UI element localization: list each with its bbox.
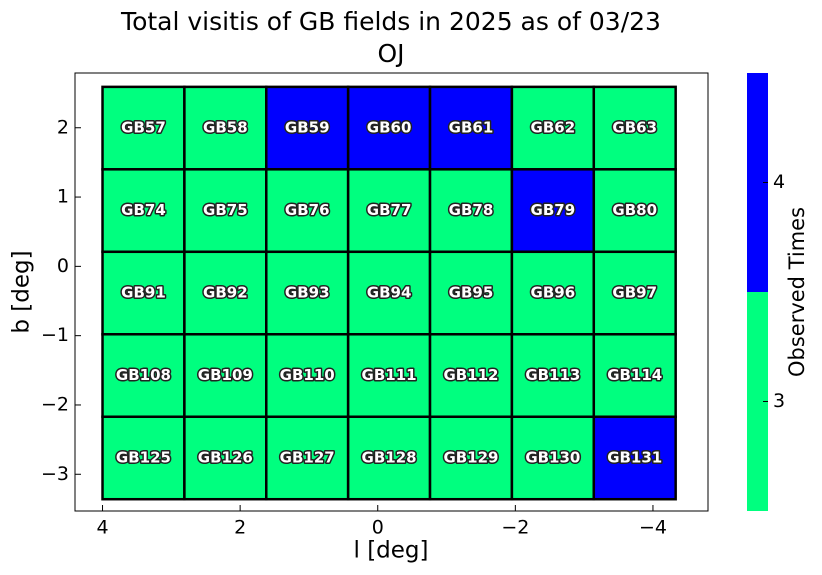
field-cell — [265, 168, 350, 254]
field-label: GB94 — [367, 284, 412, 302]
field-label: GB79 — [531, 201, 576, 219]
y-tick-label: 0 — [57, 255, 69, 277]
field-label: GB78 — [449, 201, 494, 219]
y-tick-label: −2 — [41, 393, 69, 415]
field-label: GB61 — [449, 119, 494, 137]
field-cell — [101, 415, 186, 501]
colorbar-tick-label: 3 — [773, 390, 785, 412]
field-label: GB91 — [121, 284, 166, 302]
field-cell — [428, 168, 514, 254]
field-cell — [183, 168, 268, 254]
field-label: GB114 — [607, 366, 662, 384]
x-tick-label: −2 — [501, 517, 529, 539]
field-label: GB97 — [612, 284, 657, 302]
field-label: GB62 — [531, 119, 576, 137]
field-label: GB75 — [203, 201, 248, 219]
field-cell — [428, 250, 514, 336]
y-tick-label: 2 — [57, 116, 69, 138]
field-cell — [101, 168, 186, 254]
field-label: GB96 — [531, 284, 576, 302]
field-label: GB93 — [285, 284, 330, 302]
y-tick-label: 1 — [57, 186, 69, 208]
field-label: GB110 — [280, 366, 335, 384]
y-tick-label: −3 — [41, 463, 69, 485]
field-label: GB125 — [116, 448, 171, 466]
x-tick-label: 0 — [372, 517, 384, 539]
field-label: GB95 — [449, 284, 494, 302]
field-cell — [346, 333, 432, 418]
field-cell — [183, 415, 268, 501]
colorbar-label: Observed Times — [785, 207, 809, 377]
field-label: GB126 — [198, 448, 253, 466]
field-cell — [510, 168, 596, 254]
field-cell — [265, 250, 350, 336]
field-label: GB77 — [367, 201, 412, 219]
field-label: GB60 — [367, 119, 412, 137]
field-cell — [183, 333, 268, 418]
field-label: GB74 — [121, 201, 166, 219]
field-label: GB128 — [362, 448, 417, 466]
colorbar-segment — [747, 73, 768, 292]
field-cell — [428, 333, 514, 418]
field-cell — [265, 333, 350, 418]
chart-subtitle: OJ — [377, 39, 404, 68]
field-cell — [592, 415, 677, 501]
field-label: GB130 — [525, 448, 580, 466]
field-label: GB59 — [285, 119, 330, 137]
field-cell — [101, 85, 186, 171]
field-cell — [265, 85, 350, 171]
field-label: GB109 — [198, 366, 253, 384]
field-cell — [592, 250, 677, 336]
x-tick-label: −4 — [639, 517, 667, 539]
x-axis-label: l [deg] — [354, 538, 429, 564]
field-cell — [183, 250, 268, 336]
field-label: GB76 — [285, 201, 330, 219]
field-label: GB111 — [362, 366, 417, 384]
field-label: GB108 — [116, 366, 171, 384]
field-cell — [265, 415, 350, 501]
x-tick-label: 4 — [96, 517, 108, 539]
chart-title: Total visitis of GB fields in 2025 as of… — [120, 7, 661, 36]
field-label: GB92 — [203, 284, 248, 302]
field-cell — [183, 85, 268, 171]
field-label: GB113 — [525, 366, 580, 384]
field-label: GB112 — [443, 366, 498, 384]
field-label: GB63 — [612, 119, 657, 137]
plot-frame — [74, 72, 709, 512]
field-label: GB80 — [612, 201, 657, 219]
field-cell — [592, 333, 677, 418]
field-label: GB131 — [607, 448, 662, 466]
field-cell — [592, 168, 677, 254]
y-axis-label: b [deg] — [9, 250, 35, 333]
field-cell — [101, 250, 186, 336]
field-label: GB127 — [280, 448, 335, 466]
y-tick-label: −1 — [41, 324, 69, 346]
x-tick-label: 2 — [234, 517, 246, 539]
field-label: GB129 — [443, 448, 498, 466]
colorbar-segment — [747, 292, 768, 511]
field-cell — [346, 250, 432, 336]
field-label: GB58 — [203, 119, 248, 137]
field-cell — [592, 85, 677, 171]
field-label: GB57 — [121, 119, 166, 137]
field-cell — [428, 415, 514, 501]
colorbar-tick-label: 4 — [773, 171, 785, 193]
